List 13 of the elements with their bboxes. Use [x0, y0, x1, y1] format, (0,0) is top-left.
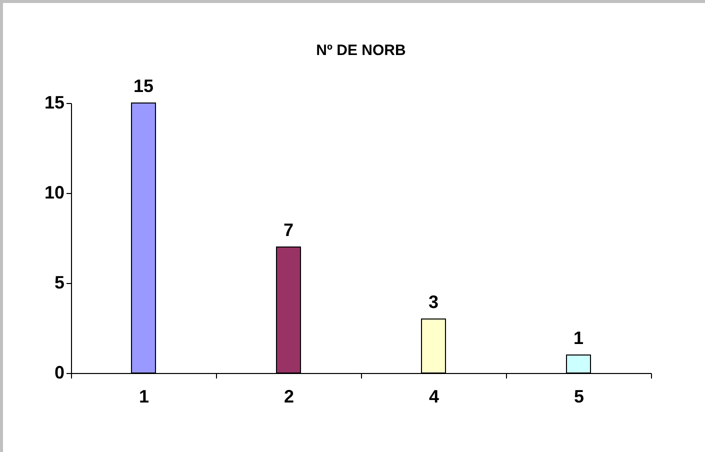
chart-title: Nº DE NORB: [316, 42, 406, 59]
x-tick-label: 5: [574, 386, 584, 406]
x-tick-label: 2: [284, 386, 294, 406]
data-label: 15: [133, 76, 154, 96]
y-tick-label: 0: [54, 362, 64, 382]
data-label: 1: [573, 328, 584, 348]
y-tick-label: 15: [44, 92, 64, 112]
y-tick-label: 10: [44, 182, 64, 202]
x-tick-label: 4: [428, 386, 440, 406]
y-tick-label: 5: [54, 272, 64, 292]
x-tick-label: 1: [138, 386, 150, 406]
data-label: 7: [283, 220, 294, 240]
data-label: 3: [428, 292, 439, 312]
